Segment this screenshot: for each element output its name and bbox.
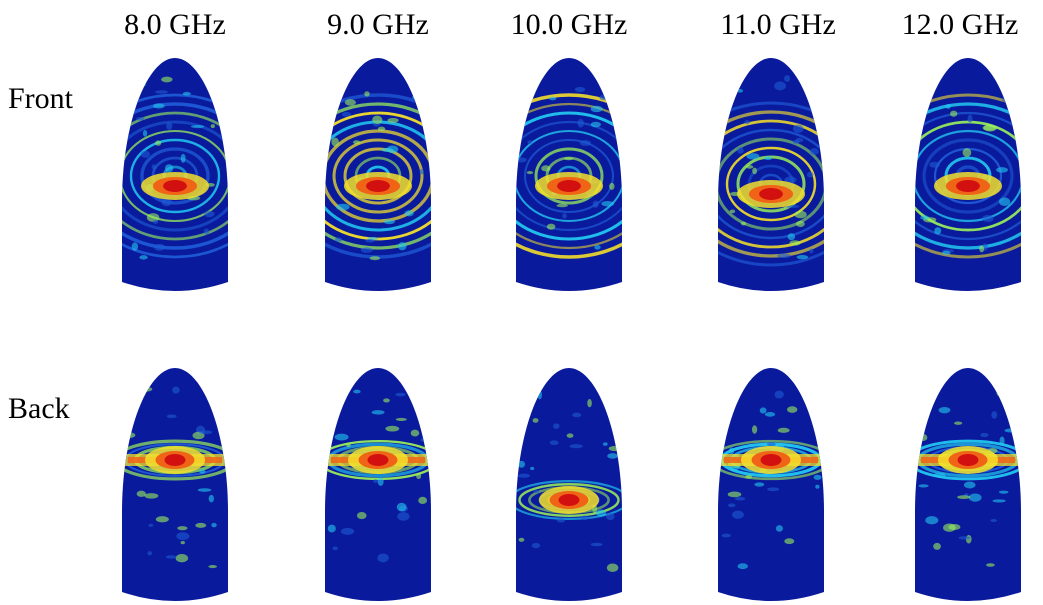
row-label-front: Front (8, 82, 74, 115)
freq-label-9ghz: 9.0 GHz (327, 8, 429, 41)
bullet-panel-back-3 (516, 368, 622, 601)
bullet-panel-front-5 (915, 58, 1021, 291)
bullet-panel-back-2 (325, 368, 431, 601)
freq-label-10ghz: 10.0 GHz (510, 8, 628, 41)
bullet-panel-front-1 (122, 58, 228, 291)
bullet-panel-back-4 (718, 368, 824, 601)
bullet-panel-back-5 (915, 368, 1021, 601)
bullet-panel-front-4 (718, 58, 824, 291)
row-label-back: Back (8, 392, 70, 425)
bullet-panel-front-3 (516, 58, 622, 291)
freq-label-8ghz: 8.0 GHz (124, 8, 226, 41)
freq-label-11ghz: 11.0 GHz (720, 8, 836, 41)
freq-label-12ghz: 12.0 GHz (901, 8, 1019, 41)
bullet-panel-back-1 (122, 368, 228, 601)
bullet-panel-front-2 (325, 58, 431, 291)
